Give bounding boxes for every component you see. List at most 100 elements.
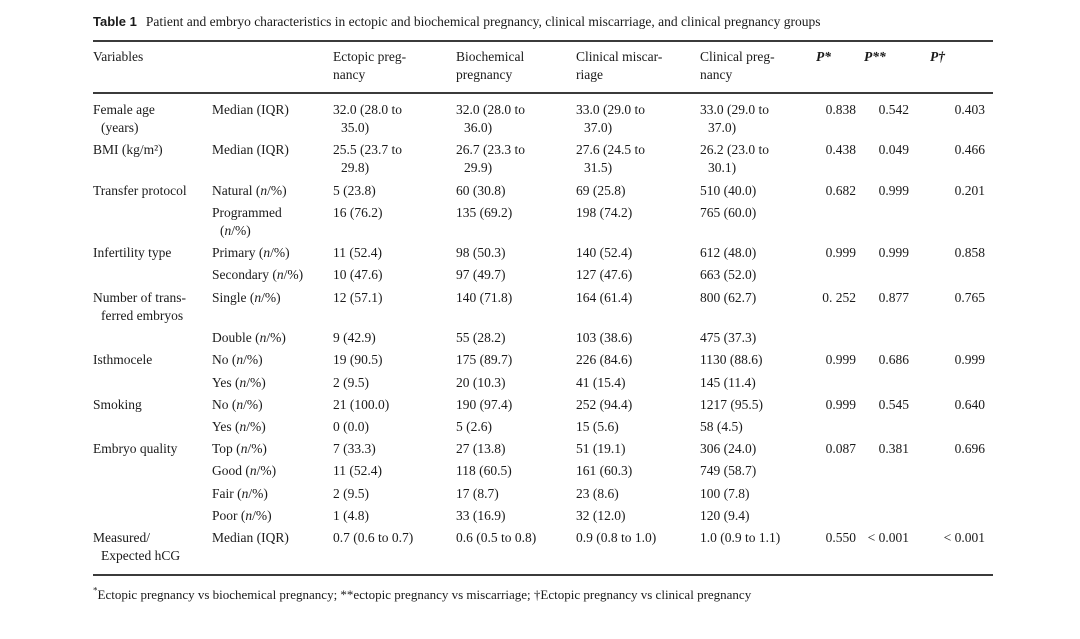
value-cell: 5 (23.8) [333, 182, 376, 198]
value-cell: 145 (11.4) [700, 374, 756, 390]
value-cell: 33.0 (29.0 to 37.0) [576, 101, 645, 135]
variable-cell: Isthmocele [93, 352, 153, 368]
table-row: Female age (years) Median (IQR) 32.0 (28.0… [93, 93, 993, 139]
variable-cell: Female age (years) [93, 101, 155, 135]
value-cell: 140 (52.4) [576, 245, 633, 261]
measure-cell: Primary (n/%) [212, 245, 290, 261]
measure-cell: Median (IQR) [212, 142, 289, 158]
variable-cell: BMI (kg/m²) [93, 142, 163, 158]
value-cell: 10 (47.6) [333, 267, 383, 283]
value-cell: 663 (52.0) [700, 267, 757, 283]
pvalue-cell: < 0.001 [917, 527, 993, 577]
value-cell: 15 (5.6) [576, 418, 619, 434]
measure-cell: Yes (n/%) [212, 418, 266, 434]
value-cell: 9 (42.9) [333, 330, 376, 346]
measure-cell: Fair (n/%) [212, 485, 268, 501]
measure-cell: Double (n/%) [212, 330, 286, 346]
pvalue-cell [816, 505, 864, 527]
pvalue-cell [864, 505, 917, 527]
measure-cell: Yes (n/%) [212, 374, 266, 390]
pvalue-cell: 0.696 [954, 441, 985, 457]
value-cell: 60 (30.8) [456, 182, 506, 198]
measure-cell: Programmed (n/%) [212, 204, 282, 238]
pvalue-cell [816, 202, 864, 242]
value-cell: 5 (2.6) [456, 418, 492, 434]
pvalue-cell: 0.542 [878, 101, 909, 117]
pvalue-cell [864, 327, 917, 349]
variable-cell [93, 327, 212, 349]
value-cell: 20 (10.3) [456, 374, 506, 390]
pvalue-cell: 0.466 [954, 142, 985, 158]
value-cell: 765 (60.0) [700, 204, 757, 220]
pvalue-cell: 0.838 [825, 101, 856, 117]
pvalue-cell: 0.999 [878, 182, 909, 198]
pvalue-cell [816, 416, 864, 438]
value-cell: 58 (4.5) [700, 418, 743, 434]
pvalue-cell: 0.682 [825, 182, 856, 198]
table-row: Programmed (n/%) 16 (76.2) 135 (69.2) 198 (… [93, 202, 993, 242]
variable-cell: Infertility type [93, 245, 172, 261]
pvalue-cell: 0.640 [954, 396, 985, 412]
measure-cell: Natural (n/%) [212, 182, 287, 198]
pvalue-cell [917, 460, 993, 482]
table-body: Female age (years) Median (IQR) 32.0 (28.0… [93, 93, 993, 577]
pvalue-cell: 0.049 [878, 142, 909, 158]
value-cell: 164 (61.4) [576, 289, 633, 305]
table-row: BMI (kg/m²) Median (IQR) 25.5 (23.7 to 29.… [93, 139, 993, 179]
col-header-measure [212, 40, 333, 94]
col-header-p-dagger: P† [917, 40, 993, 94]
table-row: Smoking No (n/%) 21 (100.0) 190 (97.4) 252 (… [93, 394, 993, 416]
variable-cell [93, 505, 212, 527]
table-caption: Table 1 Patient and embryo characteristic… [93, 13, 993, 31]
variable-cell [93, 483, 212, 505]
value-cell: 749 (58.7) [700, 463, 757, 479]
value-cell: 127 (47.6) [576, 267, 633, 283]
value-cell: 100 (7.8) [700, 485, 750, 501]
value-cell: 55 (28.2) [456, 330, 506, 346]
value-cell: 0.6 (0.5 to 0.8) [456, 527, 576, 577]
table-row: Infertility type Primary (n/%) 11 (52.4) 98… [93, 242, 993, 264]
value-cell: 11 (52.4) [333, 245, 382, 261]
value-cell: 612 (48.0) [700, 245, 757, 261]
value-cell: 21 (100.0) [333, 396, 390, 412]
pvalue-cell [816, 460, 864, 482]
pvalue-cell [917, 416, 993, 438]
table-row: Isthmocele No (n/%) 19 (90.5) 175 (89.7) 226… [93, 349, 993, 371]
value-cell: 198 (74.2) [576, 204, 633, 220]
pvalue-cell: 0.999 [825, 396, 856, 412]
table-row: Measured/ Expected hCG Median (IQR) 0.7 (0… [93, 527, 993, 577]
pvalue-cell: 0.999 [825, 245, 856, 261]
value-cell: 51 (19.1) [576, 441, 626, 457]
value-cell: 1130 (88.6) [700, 352, 763, 368]
value-cell: 97 (49.7) [456, 267, 506, 283]
table-row: Embryo quality Top (n/%) 7 (33.3) 27 (13.8)… [93, 438, 993, 460]
header-row: Variables Ectopic preg- nancy Biochemica… [93, 40, 993, 94]
measure-cell: No (n/%) [212, 352, 263, 368]
pvalue-cell [816, 483, 864, 505]
table-caption-text: Patient and embryo characteristics in ec… [145, 14, 821, 29]
table-footnote: *Ectopic pregnancy vs biochemical pregna… [93, 586, 993, 604]
value-cell: 7 (33.3) [333, 441, 376, 457]
measure-cell: Secondary (n/%) [212, 267, 304, 283]
table-row: Number of trans- ferred embryos Single (n… [93, 287, 993, 327]
value-cell: 26.7 (23.3 to 29.9) [456, 142, 525, 176]
value-cell: 0 (0.0) [333, 418, 369, 434]
value-cell: 1217 (95.5) [700, 396, 763, 412]
variable-cell: Transfer protocol [93, 182, 187, 198]
variable-cell: Measured/ Expected hCG [93, 527, 212, 577]
value-cell: 33.0 (29.0 to 37.0) [700, 101, 769, 135]
pvalue-cell: 0.877 [878, 289, 909, 305]
value-cell: 26.2 (23.0 to 30.1) [700, 142, 769, 176]
value-cell: 23 (8.6) [576, 485, 619, 501]
pvalue-cell [864, 372, 917, 394]
pvalue-cell [917, 483, 993, 505]
pvalue-cell: 0.381 [878, 441, 909, 457]
table-row: Transfer protocol Natural (n/%) 5 (23.8) 60… [93, 180, 993, 202]
table-row: Poor (n/%) 1 (4.8) 33 (16.9) 32 (12.0) 120 (… [93, 505, 993, 527]
measure-cell: Poor (n/%) [212, 507, 272, 523]
value-cell: 161 (60.3) [576, 463, 633, 479]
value-cell: 11 (52.4) [333, 463, 382, 479]
pvalue-cell: 0.999 [954, 352, 985, 368]
pvalue-cell [816, 327, 864, 349]
